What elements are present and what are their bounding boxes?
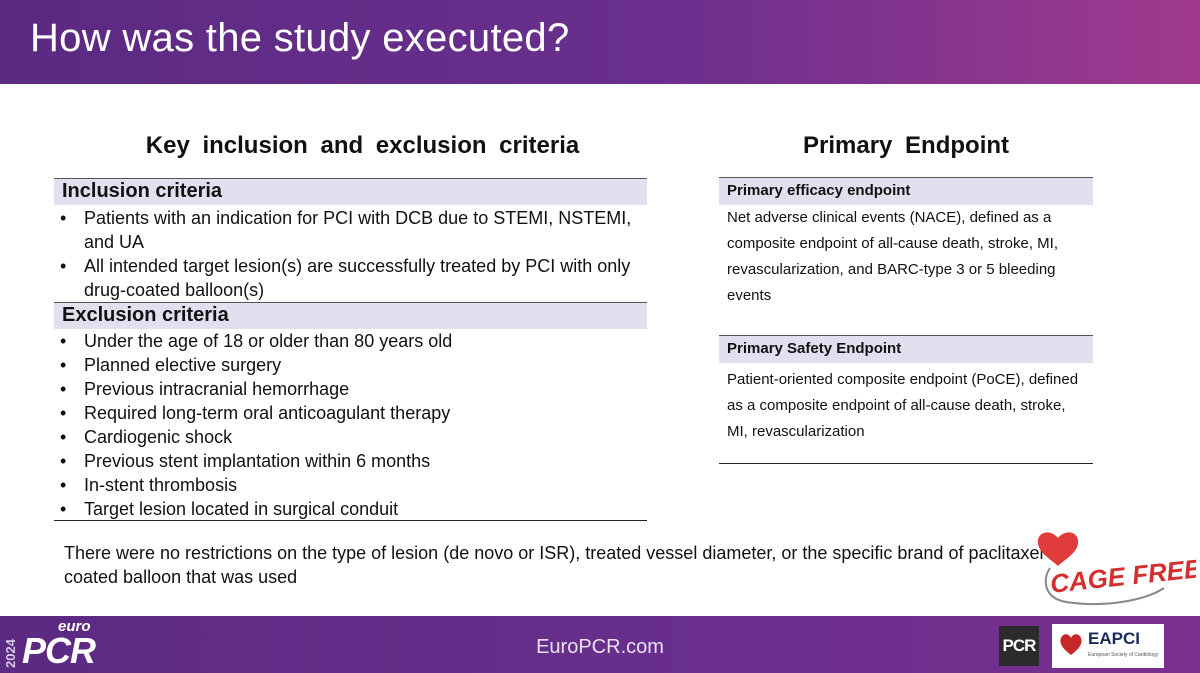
europcr-logo-text: PCR	[22, 630, 96, 671]
exclusion-list: Under the age of 18 or older than 80 yea…	[54, 329, 654, 521]
list-item: Required long-term oral anticoagulant th…	[54, 401, 654, 425]
pcr-badge-logo: PCR	[999, 626, 1039, 666]
list-item: Planned elective surgery	[54, 353, 654, 377]
year-label: 2024	[4, 638, 18, 668]
slide-title: How was the study executed?	[30, 16, 570, 60]
list-item: Cardiogenic shock	[54, 425, 654, 449]
list-item: Previous stent implantation within 6 mon…	[54, 449, 654, 473]
list-item: All intended target lesion(s) are succes…	[54, 254, 654, 302]
cage-free-logo: CAGE FREE 2	[1037, 532, 1196, 605]
divider	[54, 520, 647, 521]
slide-header: How was the study executed?	[0, 0, 1200, 84]
eapci-name: EAPCI	[1088, 629, 1140, 648]
inclusion-list: Patients with an indication for PCI with…	[54, 206, 654, 302]
list-item: Patients with an indication for PCI with…	[54, 206, 654, 254]
inclusion-criteria-bar: Inclusion criteria	[54, 178, 647, 205]
list-item: Previous intracranial hemorrhage	[54, 377, 654, 401]
note-text: There were no restrictions on the type o…	[64, 543, 1050, 587]
efficacy-endpoint-text: Net adverse clinical events (NACE), defi…	[727, 209, 1059, 304]
exclusion-criteria-title: Exclusion criteria	[62, 304, 229, 326]
eapci-subtitle: European Society of Cardiology	[1088, 652, 1159, 658]
europcr-euro-text: euro	[58, 618, 91, 635]
safety-endpoint-bar: Primary Safety Endpoint	[719, 335, 1093, 363]
list-item: Under the age of 18 or older than 80 yea…	[54, 329, 654, 353]
endpoint-heading: Primary Endpoint	[802, 132, 1010, 159]
list-item: Target lesion located in surgical condui…	[54, 497, 654, 521]
list-item: In-stent thrombosis	[54, 473, 654, 497]
divider	[719, 463, 1093, 464]
slide-footer: 2024 euro PCR EuroPCR.com PCR EAPCI Euro…	[0, 616, 1200, 673]
criteria-heading: Key inclusion and exclusion criteria	[145, 132, 580, 159]
safety-endpoint-title: Primary Safety Endpoint	[727, 340, 902, 357]
heart-icon	[1060, 634, 1082, 655]
safety-endpoint-text: Patient-oriented composite endpoint (PoC…	[727, 371, 1079, 440]
efficacy-endpoint-title: Primary efficacy endpoint	[727, 182, 911, 199]
svg-text:CAGE FREE 2: CAGE FREE 2	[1049, 551, 1196, 599]
eapci-logo: EAPCI European Society of Cardiology	[1052, 624, 1164, 668]
svg-text:2024: 2024	[4, 638, 18, 668]
footer-website: EuroPCR.com	[536, 636, 664, 658]
exclusion-criteria-bar: Exclusion criteria	[54, 302, 647, 329]
inclusion-criteria-title: Inclusion criteria	[62, 180, 223, 202]
efficacy-endpoint-bar: Primary efficacy endpoint	[719, 177, 1093, 205]
